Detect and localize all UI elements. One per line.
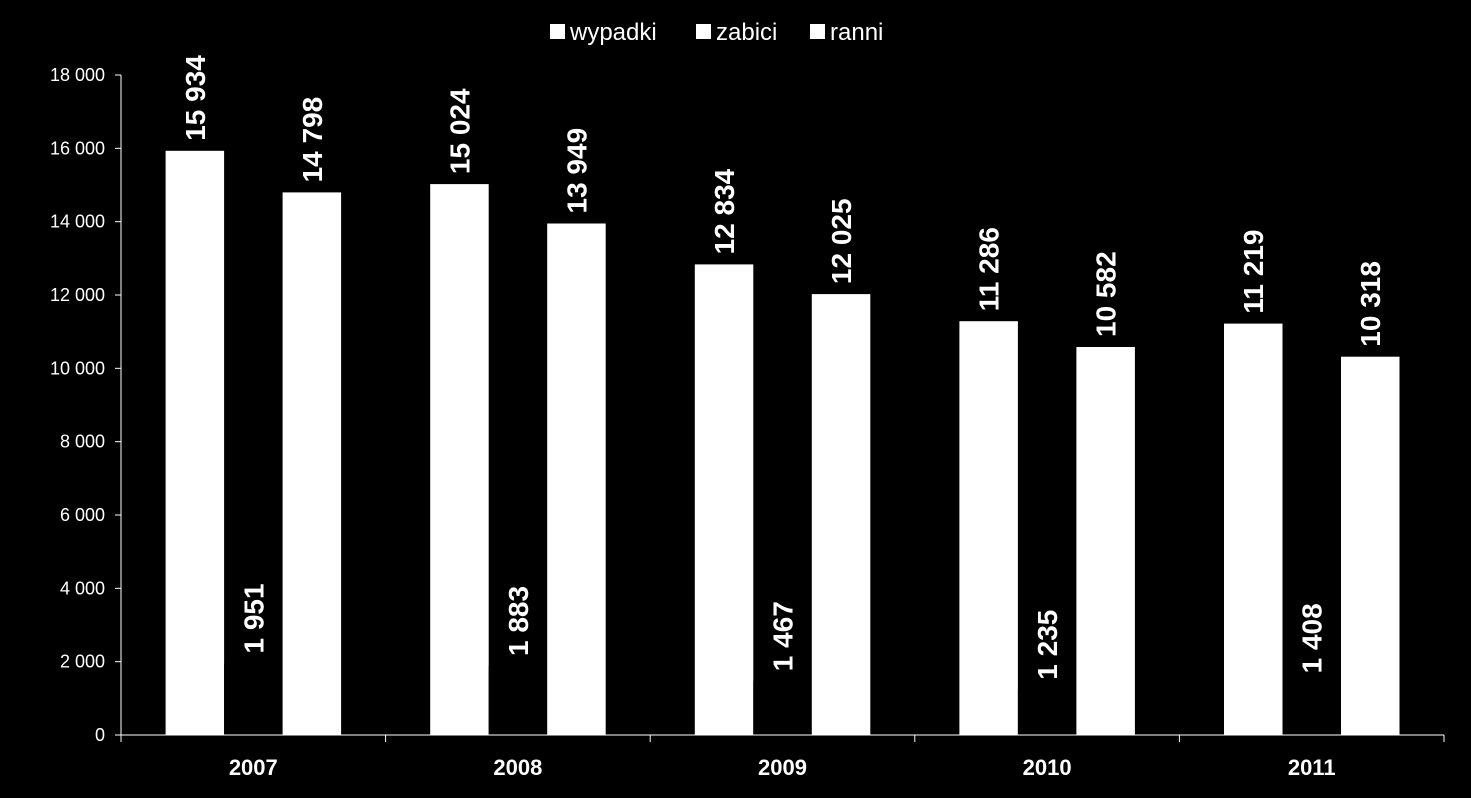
bar-ranni-2007 xyxy=(282,192,342,735)
bar-ranni-2010 xyxy=(1076,347,1135,735)
bar-wypadki-2010 xyxy=(959,321,1018,735)
legend-label-zabici: zabici xyxy=(716,19,777,46)
data-label-ranni: 13 949 xyxy=(561,128,592,214)
legend-swatch-ranni xyxy=(810,24,825,39)
bar-wypadki-2011 xyxy=(1224,323,1283,735)
y-tick-label: 8 000 xyxy=(60,432,105,452)
legend-label-wypadki: wypadki xyxy=(569,19,657,46)
x-tick-label: 2011 xyxy=(1288,755,1336,780)
data-label-wypadki: 12 834 xyxy=(709,168,740,254)
bar-zabici-2011 xyxy=(1282,683,1341,735)
data-label-wypadki: 15 024 xyxy=(444,88,475,174)
x-tick-label: 2008 xyxy=(493,755,542,780)
data-label-ranni: 12 025 xyxy=(826,198,857,284)
y-tick-label: 4 000 xyxy=(60,578,105,598)
x-tick-label: 2010 xyxy=(1023,755,1072,780)
x-tick-label: 2007 xyxy=(229,755,278,780)
legend-swatch-wypadki xyxy=(550,24,565,39)
data-label-wypadki: 11 219 xyxy=(1238,229,1269,313)
legend-swatch-zabici xyxy=(696,24,711,39)
y-tick-label: 0 xyxy=(95,725,105,745)
bar-zabici-2010 xyxy=(1017,689,1077,735)
y-tick-label: 12 000 xyxy=(50,285,105,305)
bar-ranni-2011 xyxy=(1341,356,1400,735)
bar-zabici-2007 xyxy=(224,663,283,735)
x-tick-label: 2009 xyxy=(758,755,807,780)
data-label-ranni: 10 318 xyxy=(1355,261,1386,347)
y-tick-label: 6 000 xyxy=(60,505,105,525)
data-label-zabici: 1 408 xyxy=(1297,603,1328,673)
data-label-ranni: 14 798 xyxy=(297,97,328,183)
data-label-ranni: 10 582 xyxy=(1091,251,1122,337)
y-tick-label: 16 000 xyxy=(50,138,105,158)
y-tick-label: 14 000 xyxy=(50,212,105,232)
bar-wypadki-2007 xyxy=(165,150,225,736)
bar-wypadki-2008 xyxy=(430,184,489,736)
data-label-zabici: 1 235 xyxy=(1032,610,1063,680)
legend-label-ranni: ranni xyxy=(830,19,883,46)
bar-ranni-2008 xyxy=(547,223,606,735)
data-label-zabici: 1 883 xyxy=(503,586,534,656)
data-label-zabici: 1 467 xyxy=(768,601,799,671)
data-label-wypadki: 11 286 xyxy=(974,227,1005,311)
y-tick-label: 10 000 xyxy=(50,358,105,378)
data-label-wypadki: 15 934 xyxy=(180,55,211,141)
y-tick-label: 18 000 xyxy=(50,65,105,85)
bar-wypadki-2009 xyxy=(694,264,754,735)
bar-zabici-2008 xyxy=(488,666,548,735)
bar-ranni-2009 xyxy=(811,294,871,735)
y-tick-label: 2 000 xyxy=(60,652,105,672)
data-label-zabici: 1 951 xyxy=(238,583,269,653)
bar-zabici-2009 xyxy=(753,681,812,735)
